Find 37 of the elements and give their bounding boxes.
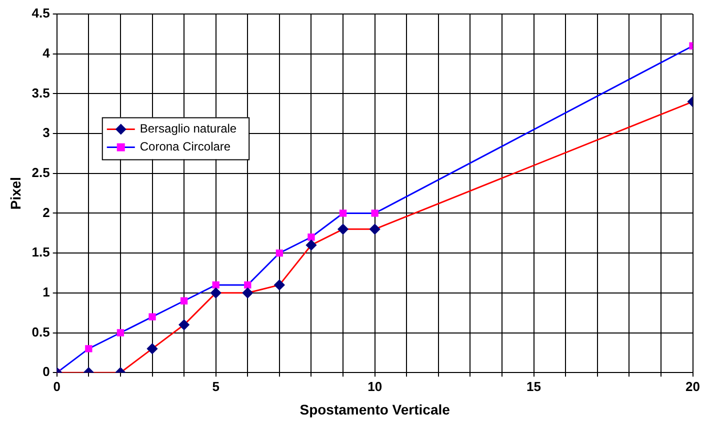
point <box>274 280 285 290</box>
y-tick-label: 3 <box>42 125 50 140</box>
y-tick-label: 1 <box>42 284 50 300</box>
point <box>244 281 252 289</box>
x-tick-label: 20 <box>686 378 700 394</box>
point <box>276 249 284 257</box>
point <box>178 320 190 330</box>
point <box>338 224 348 234</box>
point <box>212 281 220 289</box>
point <box>242 288 253 298</box>
point <box>308 234 315 241</box>
y-axis-title: Pixel <box>7 176 24 210</box>
y-tick-label: 1.5 <box>32 244 50 260</box>
point <box>148 313 156 320</box>
y-tick-label: 2.5 <box>32 164 50 180</box>
point <box>370 224 380 234</box>
x-tick-label: 0 <box>53 378 60 394</box>
point <box>147 343 158 354</box>
point <box>306 240 316 250</box>
y-tick-label: 0 <box>42 364 50 380</box>
y-tick-label: 4.5 <box>32 6 50 21</box>
point <box>180 297 188 304</box>
point <box>85 345 92 352</box>
x-tick-label: 15 <box>526 378 542 394</box>
y-tick-label: 3.5 <box>32 85 50 100</box>
x-tick-label: 10 <box>368 378 382 394</box>
y-tick-label: 2 <box>42 204 50 220</box>
x-axis-title: Spostamento Verticale <box>300 401 450 418</box>
legend-label: Corona Circolare <box>140 140 231 154</box>
y-tick-label: 0.5 <box>32 324 50 340</box>
point <box>371 210 378 217</box>
point <box>339 210 347 217</box>
legend-label: Bersaglio naturale <box>140 122 237 136</box>
y-tick-label: 4 <box>42 45 51 60</box>
point <box>116 329 124 336</box>
x-tick-label: 5 <box>212 378 220 394</box>
point <box>210 288 222 298</box>
